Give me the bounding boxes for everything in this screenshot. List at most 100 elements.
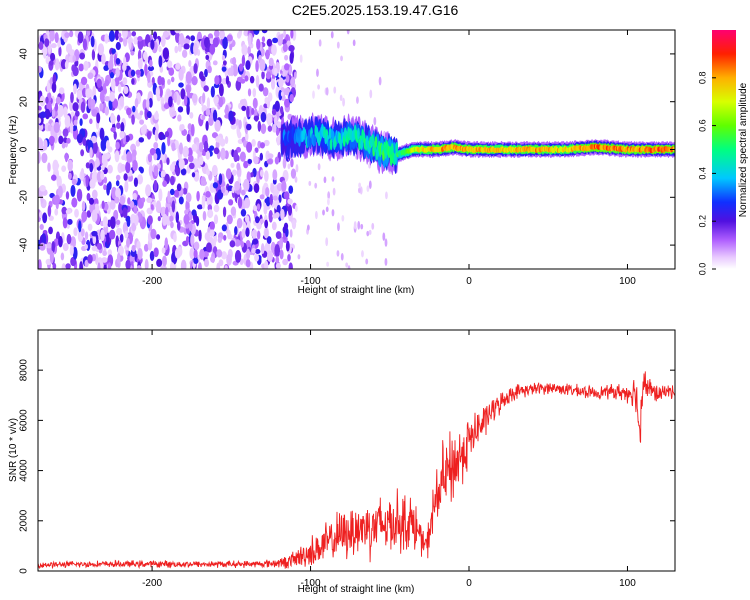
heatmap-cell [141, 197, 146, 203]
heatmap-cell [283, 191, 290, 200]
heatmap-cell [66, 137, 71, 144]
heatmap-cell [205, 191, 211, 198]
heatmap-cell [166, 90, 173, 97]
heatmap-cell [41, 152, 48, 164]
heatmap-ridge-cell [390, 143, 394, 155]
heatmap-cell [339, 94, 343, 101]
heatmap-cell [342, 97, 345, 107]
heatmap-cell [357, 220, 361, 230]
heatmap-cell [162, 47, 170, 60]
heatmap-cell [333, 86, 337, 94]
heatmap-cell [205, 150, 211, 160]
heatmap-cell [167, 79, 171, 86]
heatmap-cell [73, 83, 77, 95]
heatmap-cell [191, 209, 197, 216]
heatmap-cell [73, 227, 78, 237]
heatmap-cell [169, 163, 175, 172]
heatmap-cell [55, 96, 61, 105]
heatmap-cell [163, 103, 170, 109]
heatmap-cell [38, 259, 42, 269]
heatmap-cell [257, 120, 262, 132]
heatmap-cell [41, 233, 47, 246]
heatmap-cell [173, 232, 177, 243]
heatmap-cell [91, 49, 96, 61]
heatmap-cell [114, 150, 120, 163]
heatmap-cell [188, 162, 195, 170]
heatmap-cell [89, 118, 93, 125]
heatmap-cell [187, 123, 192, 131]
heatmap-cell [178, 158, 185, 170]
heatmap-cell [228, 199, 234, 206]
heatmap-cell [79, 52, 86, 60]
heatmap-cell [226, 229, 231, 240]
heatmap-cell [198, 142, 204, 153]
heatmap-cell [122, 77, 128, 85]
heatmap-cell [38, 138, 44, 150]
colorbar-tick-label: 0.0 [697, 263, 707, 276]
heatmap-cell [149, 250, 155, 261]
heatmap-cell [183, 214, 190, 225]
heatmap-cell [253, 30, 260, 35]
heatmap-cell [353, 221, 357, 230]
heatmap-cell [107, 60, 114, 70]
heatmap-cell [267, 153, 274, 159]
heatmap-cell [79, 261, 84, 269]
heatmap-cell [47, 205, 52, 217]
heatmap-y-axis-label: Frequency (Hz) [8, 116, 19, 185]
heatmap-cell [130, 69, 136, 77]
heatmap-cell [126, 107, 132, 116]
heatmap-ridge-cell [371, 133, 375, 146]
heatmap-cell [201, 196, 206, 210]
heatmap-cell [137, 58, 143, 70]
heatmap-cell [41, 45, 48, 57]
heatmap-cell [246, 171, 251, 183]
heatmap-cell [84, 259, 89, 268]
heatmap-cell [221, 186, 226, 194]
heatmap-cell [253, 156, 259, 165]
heatmap-cell [221, 66, 227, 72]
heatmap-cell [276, 204, 281, 214]
heatmap-cell [241, 54, 246, 67]
heatmap-cell [132, 192, 137, 201]
heatmap-cell [294, 176, 298, 183]
heatmap-cell [171, 110, 177, 117]
heatmap-cell [284, 98, 291, 108]
heatmap-cell [124, 230, 129, 239]
heatmap-cell [52, 262, 57, 269]
heatmap-cell [236, 162, 241, 171]
heatmap-cell [65, 263, 71, 269]
heatmap-cell [121, 155, 126, 161]
heatmap-cell [54, 102, 59, 112]
heatmap-cell [255, 60, 259, 73]
heatmap-cell [205, 54, 210, 61]
heatmap-cell [145, 184, 152, 197]
heatmap-ridge-cell [329, 138, 333, 151]
heatmap-cell [39, 95, 46, 107]
heatmap-cell [248, 34, 252, 47]
heatmap-cell [210, 256, 216, 263]
heatmap-cell [161, 141, 166, 155]
heatmap-cell [102, 250, 107, 257]
heatmap-cell [247, 88, 252, 97]
heatmap-cell [144, 63, 148, 76]
heatmap-cell [80, 101, 86, 113]
heatmap-cell [132, 159, 138, 172]
heatmap-cell [203, 85, 209, 92]
heatmap-cell [122, 36, 128, 47]
heatmap-cell [69, 122, 74, 134]
heatmap-cell [210, 85, 215, 98]
heatmap-cell [274, 100, 280, 112]
heatmap-cell [62, 243, 69, 252]
heatmap-cell [288, 185, 294, 194]
heatmap-cell [62, 128, 69, 138]
heatmap-cell [81, 200, 86, 212]
heatmap-cell [64, 32, 70, 38]
heatmap-cell [275, 256, 280, 265]
heatmap-cell [255, 248, 261, 254]
heatmap-cell [133, 204, 138, 214]
heatmap-cell [58, 87, 65, 95]
heatmap-cell [87, 223, 93, 231]
heatmap-cell [271, 221, 277, 231]
heatmap-cell [153, 165, 159, 177]
heatmap-cell [124, 135, 130, 143]
